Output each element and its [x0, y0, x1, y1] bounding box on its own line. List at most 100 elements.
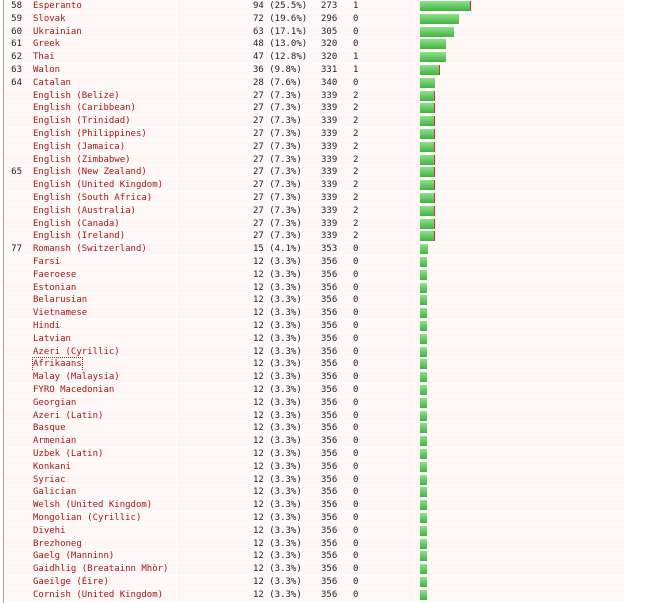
- fuzzy-count-cell: 0: [353, 500, 359, 511]
- column-separator: [414, 371, 415, 383]
- untranslated-count-cell: 339: [321, 205, 338, 216]
- language-link[interactable]: Walon: [33, 65, 61, 75]
- language-link[interactable]: Belarusian: [33, 295, 88, 306]
- fuzzy-count-cell: 2: [353, 218, 359, 229]
- column-separator: [176, 89, 177, 102]
- language-link[interactable]: English (Australia): [33, 205, 136, 216]
- language-link[interactable]: Azeri (Cyrillic): [33, 346, 120, 357]
- language-link[interactable]: Uzbek (Latin): [33, 449, 104, 459]
- untranslated-count-cell: 339: [321, 231, 338, 242]
- completion-bar: [420, 218, 435, 229]
- language-link[interactable]: Brezhoneg: [33, 538, 82, 549]
- language-link[interactable]: Estonian: [33, 282, 77, 293]
- untranslated-count-cell: 339: [321, 116, 338, 127]
- language-link[interactable]: English (Jamaica): [33, 141, 126, 152]
- fuzzy-count-cell: 0: [353, 385, 359, 395]
- language-link[interactable]: Romansh (Switzerland): [33, 244, 147, 255]
- language-link[interactable]: Latvian: [33, 333, 71, 344]
- language-link[interactable]: English (Ireland): [33, 231, 126, 242]
- translated-count-cell: 12 (3.3%): [253, 282, 302, 293]
- language-link[interactable]: Afrikaans: [32, 357, 83, 373]
- language-link[interactable]: Malay (Malaysia): [33, 372, 120, 383]
- language-link[interactable]: English (Zimbabwe): [33, 154, 131, 165]
- completion-bar: [420, 577, 427, 587]
- column-separator: [176, 51, 177, 63]
- language-link[interactable]: Faeroese: [33, 269, 77, 280]
- table-row: Georgian 12 (3.3%) 356 0: [4, 396, 624, 410]
- untranslated-count-cell: 356: [321, 321, 338, 331]
- fuzzy-count-cell: 0: [353, 269, 359, 280]
- language-link[interactable]: Greek: [33, 39, 61, 50]
- completion-bar: [420, 513, 427, 523]
- language-link[interactable]: Thai: [33, 52, 55, 63]
- language-link[interactable]: English (New Zealand): [33, 167, 147, 178]
- table-row: English (South Africa) 27 (7.3%) 339 2: [4, 192, 624, 205]
- untranslated-count-cell: 296: [321, 13, 338, 24]
- language-link[interactable]: Divehi: [33, 525, 66, 536]
- table-row: Azeri (Latin) 12 (3.3%) 356 0: [4, 409, 624, 423]
- language-link[interactable]: Welsh (United Kingdom): [33, 500, 153, 511]
- language-link[interactable]: English (Canada): [33, 218, 120, 229]
- table-row: Gaeilge (Éire) 12 (3.3%) 356 0: [4, 576, 624, 589]
- completion-bar: [420, 308, 427, 319]
- rank-cell: 62: [11, 52, 22, 63]
- language-link[interactable]: English (United Kingdom): [33, 180, 164, 191]
- language-link[interactable]: Mongolian (Cyrillic): [33, 513, 142, 523]
- table-row: Basque 12 (3.3%) 356 0: [4, 422, 624, 436]
- column-separator: [414, 396, 415, 409]
- language-link[interactable]: Georgian: [33, 397, 77, 408]
- fuzzy-count-cell: 0: [353, 77, 359, 88]
- language-link[interactable]: FYRO Macedonian: [33, 385, 115, 395]
- language-link[interactable]: Gaelg (Manninn): [33, 551, 115, 562]
- translated-count-cell: 12 (3.3%): [253, 410, 302, 421]
- language-link[interactable]: Azeri (Latin): [33, 410, 104, 421]
- language-link[interactable]: Gaeilge (Éire): [33, 577, 109, 587]
- language-link[interactable]: English (Caribbean): [33, 103, 136, 114]
- language-link[interactable]: Cornish (United Kingdom): [33, 589, 164, 600]
- language-link[interactable]: Ukrainian: [33, 26, 82, 37]
- table-row: English (Zimbabwe) 27 (7.3%) 339 2: [4, 153, 624, 167]
- language-link[interactable]: English (Philippines): [33, 129, 147, 139]
- language-link[interactable]: English (Belize): [33, 90, 120, 101]
- completion-bar: [420, 372, 427, 383]
- completion-bar: [420, 154, 435, 165]
- language-link[interactable]: Vietnamese: [33, 308, 88, 319]
- column-separator: [414, 140, 415, 153]
- completion-bar: [420, 564, 427, 575]
- language-link[interactable]: Catalan: [33, 77, 71, 88]
- language-link[interactable]: Farsi: [33, 257, 61, 267]
- language-link[interactable]: Konkani: [33, 461, 71, 472]
- completion-bar: [420, 52, 446, 63]
- fuzzy-count-cell: 0: [353, 26, 359, 37]
- language-link[interactable]: Esperanto: [33, 1, 82, 11]
- completion-bar: [420, 589, 427, 600]
- language-link[interactable]: Hindi: [33, 321, 61, 331]
- untranslated-count-cell: 356: [321, 295, 338, 306]
- column-separator: [176, 230, 177, 243]
- language-link[interactable]: Syriac: [33, 474, 66, 485]
- column-separator: [176, 345, 177, 358]
- untranslated-count-cell: 356: [321, 282, 338, 293]
- language-link[interactable]: Armenian: [33, 436, 77, 447]
- language-link[interactable]: Slovak: [33, 13, 66, 24]
- table-row: Divehi 12 (3.3%) 356 0: [4, 524, 624, 538]
- language-link[interactable]: Basque: [33, 423, 66, 434]
- column-separator: [414, 448, 415, 460]
- fuzzy-count-cell: 0: [353, 410, 359, 421]
- untranslated-count-cell: 331: [321, 65, 338, 75]
- language-link[interactable]: English (South Africa): [33, 193, 153, 203]
- table-row: Belarusian 12 (3.3%) 356 0: [4, 294, 624, 308]
- fuzzy-marker: [434, 167, 435, 178]
- language-link[interactable]: Gaidhlig (Breatainn Mhòr): [33, 564, 169, 575]
- language-link[interactable]: Galician: [33, 487, 77, 498]
- completion-bar: [420, 205, 435, 216]
- fuzzy-count-cell: 2: [353, 193, 359, 203]
- fuzzy-count-cell: 0: [353, 423, 359, 434]
- table-row: Galician 12 (3.3%) 356 0: [4, 486, 624, 500]
- language-link[interactable]: English (Trinidad): [33, 116, 131, 127]
- column-separator: [176, 294, 177, 307]
- translated-count-cell: 27 (7.3%): [253, 103, 302, 114]
- fuzzy-count-cell: 0: [353, 321, 359, 331]
- translated-count-cell: 27 (7.3%): [253, 218, 302, 229]
- column-separator: [176, 499, 177, 511]
